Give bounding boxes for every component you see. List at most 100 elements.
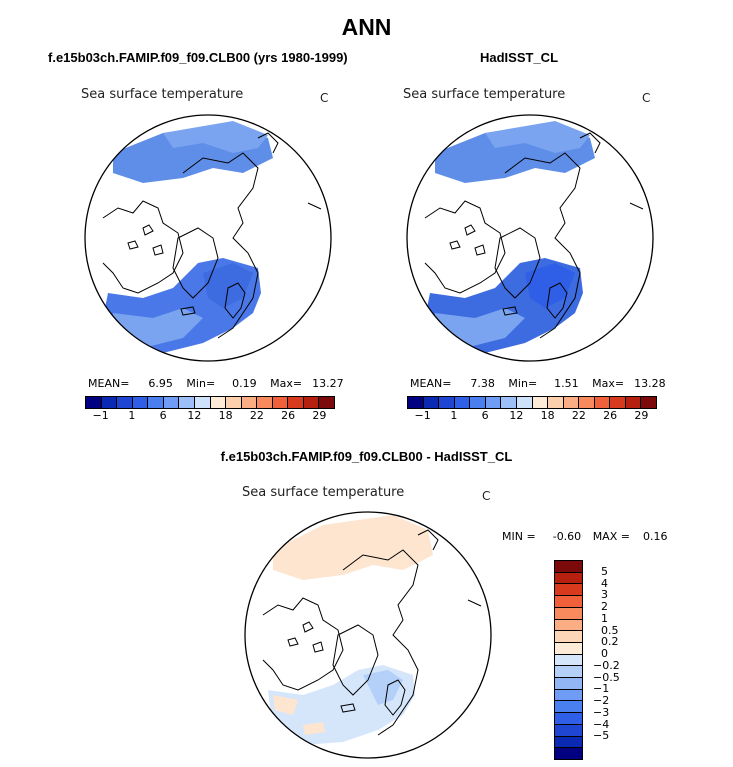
panel-left-polar-map: [84, 114, 332, 362]
colorbar-tick-label: −4: [593, 717, 610, 731]
colorbar-tick-label: 1: [450, 409, 458, 422]
min-value: -0.60: [552, 530, 582, 543]
coastline-iceland: [502, 306, 518, 316]
colorbar-tick-label: 22: [571, 409, 586, 422]
diff-pacific-positive-fill: [273, 515, 433, 580]
colorbar-swatch: [423, 397, 440, 408]
colorbar-tick-labels: −1 1 6 12 18 22 26 29: [85, 409, 335, 423]
min-label: Min=: [508, 377, 538, 390]
colorbar-tick-label: 12: [509, 409, 524, 422]
max-label: MAX =: [592, 530, 630, 543]
max-value: 13.27: [312, 377, 344, 390]
colorbar-swatch: [148, 397, 164, 408]
colorbar-swatch: [625, 397, 642, 408]
panel-right-variable-label: Sea surface temperature: [403, 87, 566, 102]
colorbar-tick-label: −5: [593, 729, 610, 743]
max-label: Max=: [592, 377, 625, 390]
map-boundary-circle: [406, 114, 654, 362]
diff-panel-units: C: [482, 489, 491, 503]
colorbar-swatch: [563, 397, 580, 408]
colorbar-swatch: [439, 397, 455, 408]
colorbar-swatch: [485, 397, 502, 408]
colorbar-tick-label: 26: [603, 409, 618, 422]
colorbar-swatch: [555, 666, 582, 679]
colorbar-swatch: [555, 724, 582, 737]
colorbar-tick-label: 6: [481, 409, 489, 422]
colorbar-swatch: [555, 678, 582, 690]
colorbar-swatch: [555, 607, 582, 620]
coastline-japan-kamchatka: [417, 529, 439, 551]
colorbar-swatch: [641, 397, 656, 408]
colorbar-swatch: [555, 654, 582, 667]
colorbar-swatch: [163, 397, 180, 408]
diff-colorbar-swatches: [554, 560, 583, 760]
min-value: 0.19: [232, 377, 257, 390]
colorbar-tick-label: 2: [601, 599, 608, 613]
figure-title: ANN: [341, 14, 392, 40]
colorbar-swatch: [555, 561, 582, 573]
colorbar-tick-label: −1: [414, 409, 431, 422]
panel-right-stats: MEAN= 7.38 Min= 1.51 Max= 13.28: [410, 377, 666, 390]
coastline-iceland: [340, 703, 356, 713]
colorbar-tick-label: −0.5: [593, 670, 620, 684]
colorbar-swatch: [117, 397, 133, 408]
colorbar-swatches: [85, 396, 335, 409]
mean-label: MEAN=: [410, 377, 452, 390]
colorbar-swatch: [548, 397, 564, 408]
coastline-north-america: [262, 597, 344, 691]
colorbar-swatch: [555, 619, 582, 632]
coastline-greenland: [494, 227, 541, 299]
panel-left-case-title: f.e15b03ch.FAMIP.f09_f09.CLB00 (yrs 1980…: [48, 50, 348, 65]
colorbar-swatch: [555, 748, 582, 759]
colorbar-swatch: [594, 397, 611, 408]
colorbar-tick-labels: −1 1 6 12 18 22 26 29: [407, 409, 657, 423]
colorbar-swatch: [210, 397, 227, 408]
min-label: Min=: [186, 377, 216, 390]
colorbar-swatch: [555, 701, 582, 714]
colorbar-tick-label: 4: [601, 576, 608, 590]
colorbar-swatches: [407, 396, 657, 409]
colorbar-swatch: [303, 397, 320, 408]
coastline-japan-kamchatka: [579, 132, 601, 154]
ocean-nordic-fill: [525, 263, 575, 308]
coastline-iceland: [180, 306, 196, 316]
colorbar-tick-label: 0: [601, 646, 608, 660]
colorbar-tick-label: 22: [249, 409, 264, 422]
coastline-greenland: [332, 624, 379, 696]
coastline-scandinavia: [224, 282, 246, 319]
coastline-north-america: [102, 200, 184, 294]
panel-right-colorbar: −1 1 6 12 18 22 26 29: [407, 396, 657, 423]
panel-left-variable-label: Sea surface temperature: [81, 87, 244, 102]
coastline-japan-kamchatka: [257, 132, 279, 154]
panel-right-polar-map: [406, 114, 654, 362]
colorbar-swatch: [555, 713, 582, 725]
diff-panel-variable-label: Sea surface temperature: [242, 485, 405, 500]
colorbar-tick-label: −1: [593, 682, 610, 696]
colorbar-tick-label: −1: [92, 409, 109, 422]
coastline-scandinavia: [546, 282, 568, 319]
colorbar-swatch: [132, 397, 149, 408]
colorbar-swatch: [555, 584, 582, 597]
colorbar-swatch: [555, 736, 582, 749]
panel-left-colorbar: −1 1 6 12 18 22 26 29: [85, 396, 335, 423]
colorbar-tick-label: 29: [312, 409, 327, 422]
colorbar-tick-label: 0.5: [601, 623, 619, 637]
panel-right-units: C: [642, 91, 651, 105]
colorbar-tick-label: 18: [218, 409, 233, 422]
colorbar-swatch: [532, 397, 549, 408]
colorbar-swatch: [101, 397, 118, 408]
diff-nordic-negative-fill: [363, 670, 403, 705]
colorbar-tick-label: −2: [593, 694, 610, 708]
panel-right-case-title: HadISST_CL: [480, 50, 559, 65]
colorbar-tick-label: 0.2: [601, 635, 619, 649]
max-label: Max=: [270, 377, 303, 390]
colorbar-tick-label: 18: [540, 409, 555, 422]
colorbar-tick-label: 6: [159, 409, 167, 422]
coastline-scandinavia: [384, 679, 406, 716]
colorbar-swatch: [555, 572, 582, 585]
ocean-pacific-light-fill: [485, 121, 590, 153]
panel-left-units: C: [320, 91, 329, 105]
colorbar-swatch: [555, 631, 582, 643]
colorbar-swatch: [319, 397, 334, 408]
mean-value: 6.95: [148, 377, 173, 390]
